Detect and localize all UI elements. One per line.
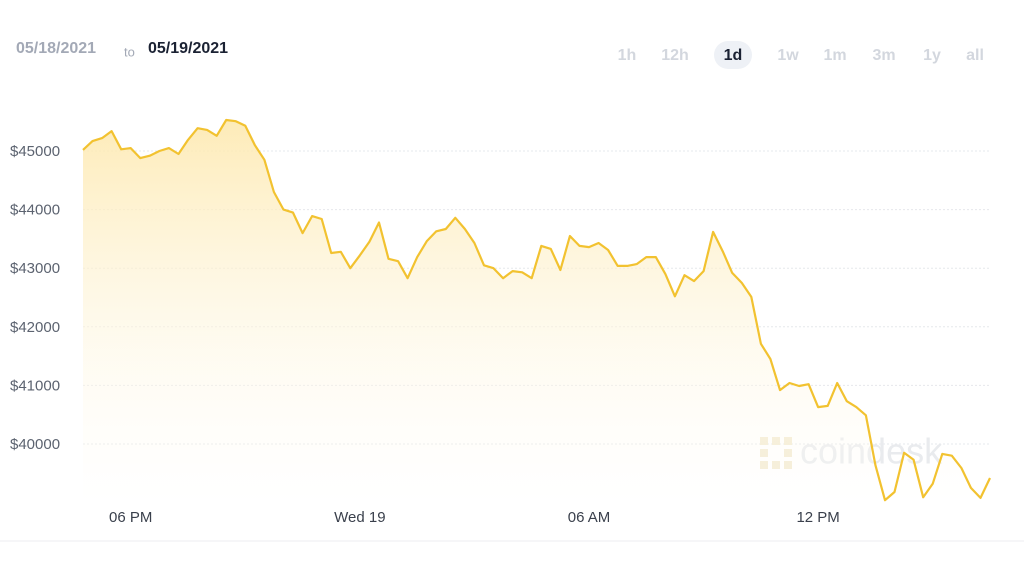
date-to: 05/19/2021 — [148, 40, 228, 57]
x-tick-label: 12 PM — [796, 509, 839, 526]
grid: $40000 $41000 $42000 $43000 $44000 $45000 06 P… — [10, 143, 990, 526]
range-button[interactable]: all — [966, 47, 984, 64]
range-button[interactable]: 1y — [923, 47, 941, 64]
x-tick-label: Wed 19 — [334, 509, 385, 526]
area-fill — [83, 120, 990, 506]
y-tick-label: $40000 — [10, 436, 60, 453]
date-from: 05/18/2021 — [16, 40, 96, 57]
range-button[interactable]: 1d — [724, 47, 743, 64]
y-tick-label: $42000 — [10, 319, 60, 336]
range-selector: 1h 12h 1d 1w 1m 3m 1y all — [618, 41, 984, 69]
x-tick-label: 06 PM — [109, 509, 152, 526]
range-button[interactable]: 3m — [872, 47, 895, 64]
x-tick-label: 06 AM — [568, 509, 611, 526]
date-joiner: to — [124, 44, 135, 59]
range-button[interactable]: 1m — [823, 47, 846, 64]
range-button[interactable]: 1w — [777, 47, 799, 64]
price-line — [82, 118, 991, 502]
y-tick-label: $45000 — [10, 143, 60, 160]
range-button[interactable]: 12h — [661, 47, 689, 64]
y-tick-label: $44000 — [10, 202, 60, 219]
header: 05/18/2021 to 05/19/2021 — [16, 40, 228, 59]
range-button[interactable]: 1h — [618, 47, 637, 64]
plot: coindesk — [82, 118, 991, 506]
y-tick-label: $41000 — [10, 377, 60, 394]
selected-range-bg — [714, 41, 752, 69]
y-tick-label: $43000 — [10, 260, 60, 277]
